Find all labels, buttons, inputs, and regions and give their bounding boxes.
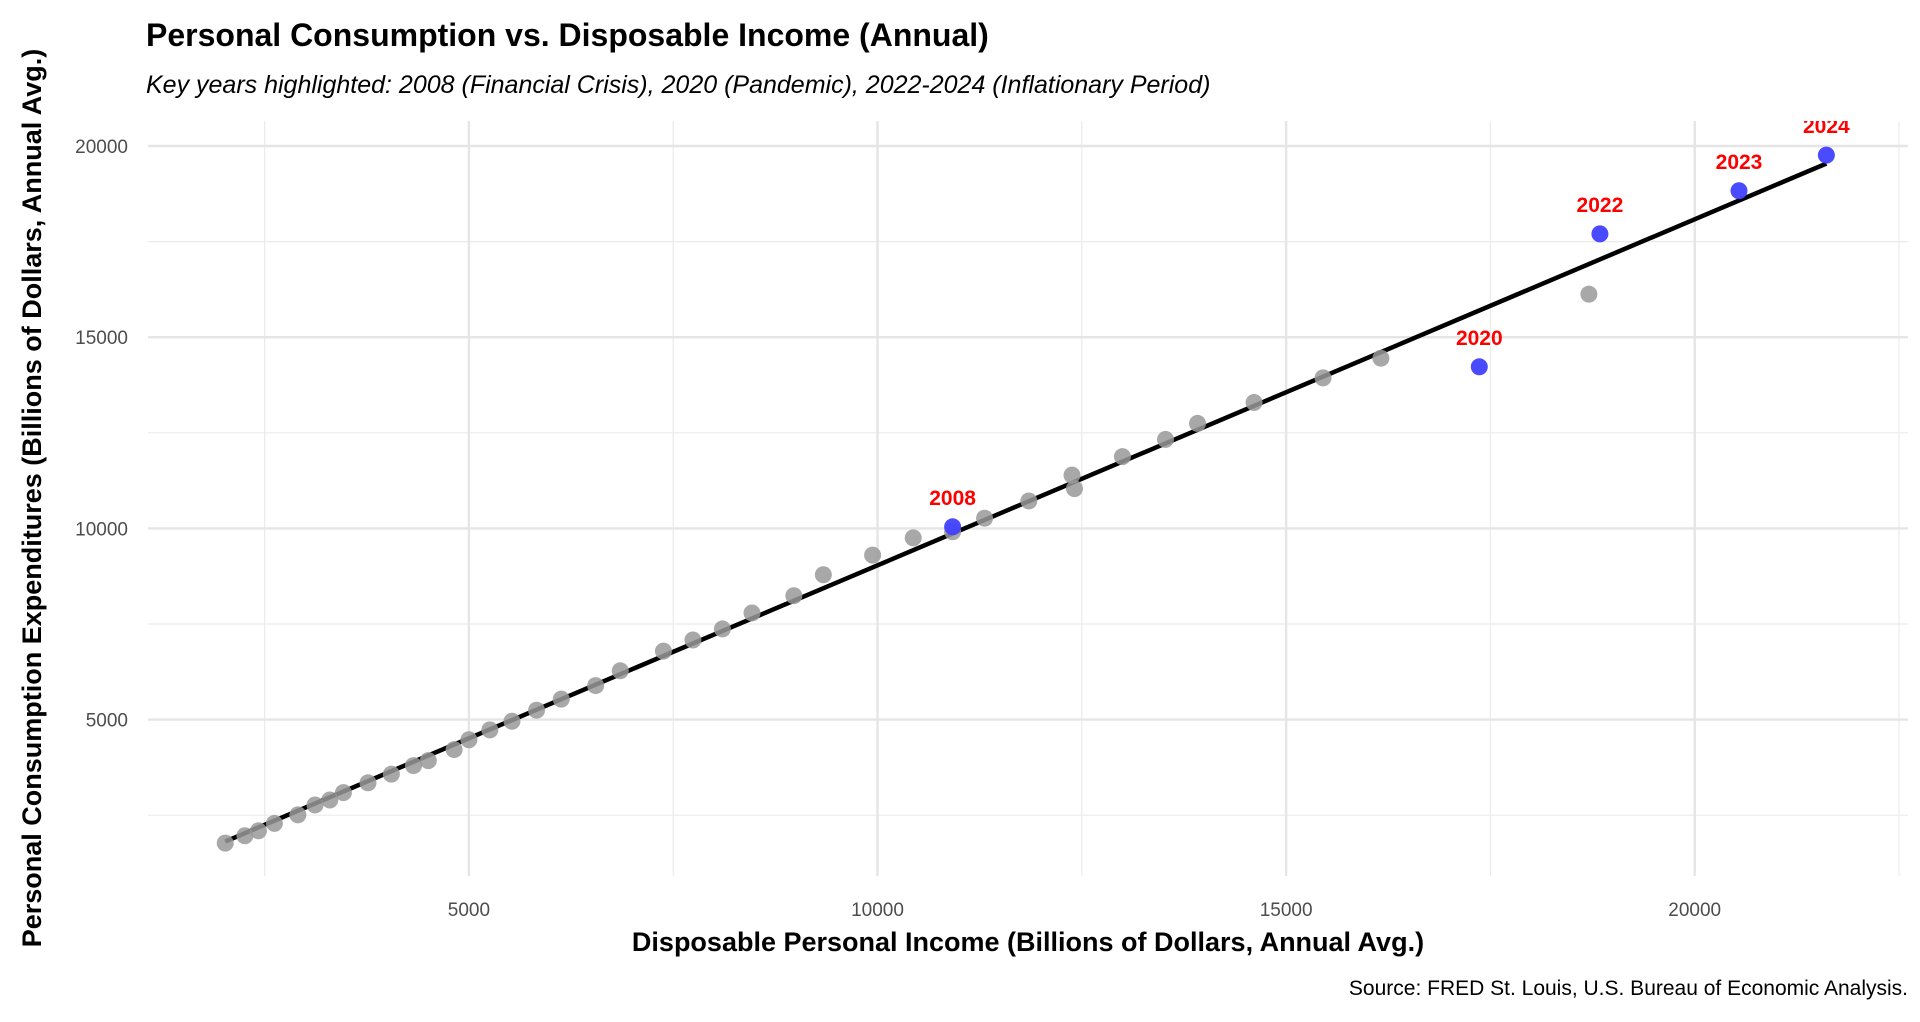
data-point — [1113, 448, 1131, 466]
point-label: 2024 — [1803, 115, 1850, 138]
data-point — [334, 784, 352, 802]
data-point — [460, 731, 478, 749]
data-point — [265, 814, 283, 832]
chart-title: Personal Consumption vs. Disposable Inco… — [146, 17, 989, 53]
x-tick-label: 10000 — [851, 900, 904, 921]
x-tick-label: 20000 — [1668, 900, 1721, 921]
data-point — [1189, 414, 1207, 432]
data-point — [1580, 285, 1598, 303]
highlighted-data-point — [1817, 146, 1835, 164]
data-point — [976, 509, 994, 527]
data-point — [236, 827, 254, 845]
data-point — [654, 642, 672, 660]
data-point — [405, 757, 423, 775]
highlighted-data-point — [1591, 225, 1609, 243]
y-tick-label: 20000 — [75, 137, 128, 158]
y-axis-ticks: 5000 10000 15000 20000 — [75, 137, 128, 732]
grid — [148, 121, 1908, 876]
data-point — [1065, 480, 1083, 498]
x-tick-label: 15000 — [1260, 900, 1313, 921]
data-point — [528, 701, 546, 719]
data-point — [289, 806, 307, 824]
data-point — [249, 822, 267, 840]
data-point — [1245, 394, 1263, 412]
source-caption: Source: FRED St. Louis, U.S. Bureau of E… — [1349, 977, 1908, 1000]
highlighted-data-point — [1730, 182, 1748, 200]
data-point — [481, 721, 499, 739]
data-point — [814, 566, 832, 584]
data-point — [713, 620, 731, 638]
data-point — [552, 690, 570, 708]
point-label: 2020 — [1456, 327, 1503, 350]
data-point — [306, 796, 324, 814]
data-point — [684, 631, 702, 649]
data-points — [216, 146, 1835, 852]
point-label: 2008 — [929, 487, 976, 510]
data-point — [419, 752, 437, 770]
point-label: 2023 — [1716, 151, 1763, 174]
chart-subtitle: Key years highlighted: 2008 (Financial C… — [146, 71, 1210, 99]
data-point — [1314, 369, 1332, 387]
x-axis-ticks: 5000 10000 15000 20000 — [448, 900, 1721, 921]
data-point — [321, 791, 339, 809]
data-point — [743, 604, 761, 622]
y-tick-label: 5000 — [86, 711, 128, 732]
y-axis-title: Personal Consumption Expenditures (Billi… — [17, 49, 47, 948]
data-point — [864, 546, 882, 564]
highlighted-data-point — [1470, 358, 1488, 376]
data-point — [587, 677, 605, 695]
data-point — [1063, 466, 1081, 484]
data-point — [503, 712, 521, 730]
data-point — [785, 587, 803, 605]
data-point — [445, 741, 463, 759]
data-point — [611, 662, 629, 680]
data-point — [1020, 492, 1038, 510]
data-point — [904, 529, 922, 547]
point-label: 2022 — [1577, 194, 1624, 217]
data-point — [359, 774, 377, 792]
data-point — [382, 765, 400, 783]
x-axis-title: Disposable Personal Income (Billions of … — [632, 927, 1424, 957]
data-point — [1372, 349, 1390, 367]
data-point — [1156, 430, 1174, 448]
highlighted-data-point — [944, 518, 962, 536]
y-tick-label: 10000 — [75, 519, 128, 540]
y-tick-label: 15000 — [75, 328, 128, 349]
x-tick-label: 5000 — [448, 900, 490, 921]
point-labels: 2008 2020 2022 2023 2024 — [929, 115, 1850, 510]
data-point — [216, 834, 234, 852]
